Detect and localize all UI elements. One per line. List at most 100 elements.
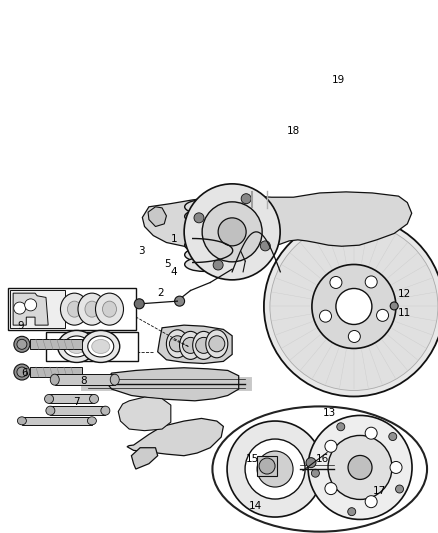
Text: 2: 2 [158, 288, 164, 298]
Text: 9: 9 [18, 321, 24, 331]
Ellipse shape [18, 417, 26, 425]
Ellipse shape [58, 330, 95, 362]
Bar [50, 406, 106, 415]
Circle shape [365, 427, 377, 439]
Circle shape [245, 439, 305, 499]
Polygon shape [148, 207, 166, 227]
Bar [8, 288, 136, 330]
Ellipse shape [95, 293, 124, 325]
Text: 18: 18 [287, 126, 300, 135]
Circle shape [337, 423, 345, 431]
Circle shape [227, 421, 323, 517]
Circle shape [260, 241, 270, 251]
Text: 6: 6 [21, 368, 28, 378]
Circle shape [259, 458, 275, 474]
Text: 16: 16 [315, 455, 328, 464]
Circle shape [194, 213, 204, 223]
Circle shape [312, 264, 396, 349]
Bar [22, 417, 92, 425]
Ellipse shape [85, 301, 99, 317]
Circle shape [330, 277, 342, 288]
Polygon shape [158, 325, 232, 364]
Ellipse shape [45, 394, 53, 403]
Circle shape [319, 310, 332, 322]
Circle shape [170, 336, 185, 352]
Circle shape [213, 260, 223, 270]
Text: 11: 11 [398, 309, 411, 318]
Circle shape [14, 336, 30, 352]
Circle shape [390, 462, 402, 473]
Ellipse shape [185, 200, 223, 214]
Bar [257, 456, 277, 476]
Polygon shape [131, 448, 158, 469]
Polygon shape [105, 368, 239, 401]
Polygon shape [127, 418, 223, 456]
Ellipse shape [185, 248, 223, 262]
Text: 19: 19 [332, 75, 345, 85]
Ellipse shape [67, 301, 81, 317]
Circle shape [202, 202, 262, 262]
Circle shape [196, 337, 212, 353]
Circle shape [14, 302, 26, 314]
Circle shape [325, 440, 337, 453]
Ellipse shape [185, 209, 223, 223]
Circle shape [328, 435, 392, 499]
Circle shape [14, 364, 30, 380]
Text: 15: 15 [246, 455, 259, 464]
Circle shape [396, 485, 403, 493]
Bar [30, 367, 82, 377]
Ellipse shape [206, 330, 228, 358]
Circle shape [25, 299, 37, 311]
Text: 3: 3 [138, 246, 145, 255]
Circle shape [241, 193, 251, 204]
Ellipse shape [185, 257, 223, 271]
Circle shape [264, 216, 438, 397]
Ellipse shape [185, 229, 223, 243]
Ellipse shape [60, 293, 88, 325]
Ellipse shape [185, 219, 223, 233]
Circle shape [336, 288, 372, 325]
Polygon shape [13, 293, 48, 325]
Circle shape [270, 222, 438, 391]
Ellipse shape [82, 330, 120, 362]
Circle shape [325, 482, 337, 495]
Circle shape [348, 330, 360, 343]
Text: 8: 8 [80, 376, 87, 386]
Bar [46, 332, 138, 361]
Ellipse shape [212, 407, 427, 532]
Ellipse shape [180, 332, 201, 359]
Ellipse shape [110, 374, 119, 385]
Bar [10, 290, 65, 328]
Circle shape [17, 367, 27, 377]
Ellipse shape [50, 374, 59, 385]
Ellipse shape [89, 394, 99, 403]
Circle shape [365, 276, 377, 288]
Circle shape [134, 299, 144, 309]
Ellipse shape [101, 406, 110, 415]
Ellipse shape [67, 340, 86, 353]
Circle shape [209, 336, 225, 352]
Text: 12: 12 [398, 289, 411, 299]
Text: 17: 17 [373, 487, 386, 496]
Ellipse shape [102, 301, 117, 317]
Bar [49, 394, 94, 403]
Polygon shape [118, 397, 171, 431]
Ellipse shape [46, 406, 55, 415]
Circle shape [184, 184, 280, 280]
Text: 14: 14 [249, 502, 262, 511]
Text: 1: 1 [171, 234, 177, 244]
Circle shape [306, 458, 316, 467]
Ellipse shape [78, 293, 106, 325]
Ellipse shape [193, 332, 215, 359]
Ellipse shape [88, 417, 96, 425]
Text: 7: 7 [74, 398, 80, 407]
Ellipse shape [64, 336, 90, 357]
Ellipse shape [92, 340, 110, 353]
Circle shape [348, 455, 372, 480]
Circle shape [175, 296, 184, 306]
Circle shape [257, 451, 293, 487]
Ellipse shape [166, 330, 188, 358]
Text: 4: 4 [171, 267, 177, 277]
Text: 5: 5 [164, 259, 171, 269]
Ellipse shape [88, 336, 114, 357]
